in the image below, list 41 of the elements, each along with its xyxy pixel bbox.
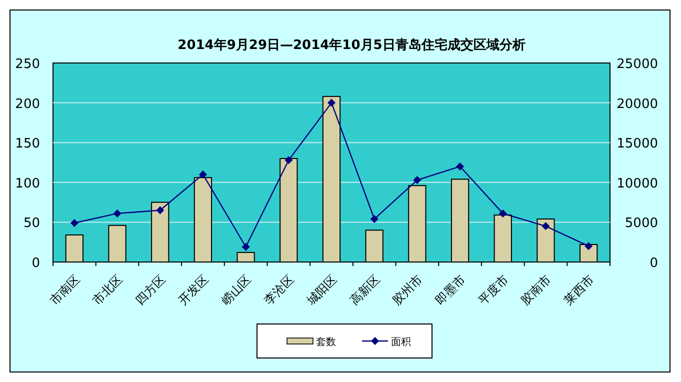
y2-tick-label: 25000: [616, 57, 658, 72]
y2-tick-label: 10000: [616, 176, 658, 192]
x-tick-label: 开发区: [176, 272, 212, 308]
x-tick-label: 市北区: [90, 272, 126, 308]
x-tick-label: 崂山区: [218, 272, 254, 308]
point: [542, 222, 550, 230]
point: [584, 242, 593, 250]
point: [328, 98, 336, 107]
x-tick-label: 胶州市: [390, 272, 426, 308]
x-tick-label: 即墨市: [432, 272, 468, 308]
point: [456, 162, 464, 170]
legend-label: 面积: [391, 337, 411, 348]
point: [70, 218, 78, 227]
y-tick-label: 250: [15, 57, 40, 72]
y2-tick-label: 0: [650, 256, 658, 271]
point: [242, 242, 250, 251]
point: [156, 206, 164, 214]
x-tick-label: 市南区: [47, 272, 82, 308]
x-tick-label: 四方区: [132, 272, 168, 308]
chart-title: 2014年9月29日—2014年10月5日青岛住宅成交区域分析: [178, 37, 526, 53]
y2-tick-label: 20000: [616, 96, 658, 112]
y-tick-label: 100: [15, 176, 40, 192]
y2-tick-label: 15000: [616, 136, 658, 152]
point: [284, 156, 293, 164]
point: [370, 215, 378, 224]
x-tick-label: 高新区: [347, 272, 382, 308]
point: [413, 176, 422, 184]
y-tick-label: 50: [23, 216, 40, 232]
y-tick-label: 200: [15, 96, 40, 112]
x-tick-label: 城阳区: [304, 272, 340, 308]
x-tick-label: 胶南市: [518, 272, 554, 308]
point: [113, 209, 122, 218]
legend-label: 套数: [316, 336, 336, 348]
y2-tick-label: 5000: [624, 216, 658, 232]
x-tick-label: 平度市: [476, 272, 511, 308]
y-tick-label: 150: [15, 136, 40, 152]
point: [198, 170, 207, 178]
y-tick-label: 0: [32, 256, 40, 271]
x-tick-label: 李沧区: [261, 272, 297, 308]
x-tick-label: 莱西市: [561, 272, 597, 308]
point: [498, 209, 507, 218]
